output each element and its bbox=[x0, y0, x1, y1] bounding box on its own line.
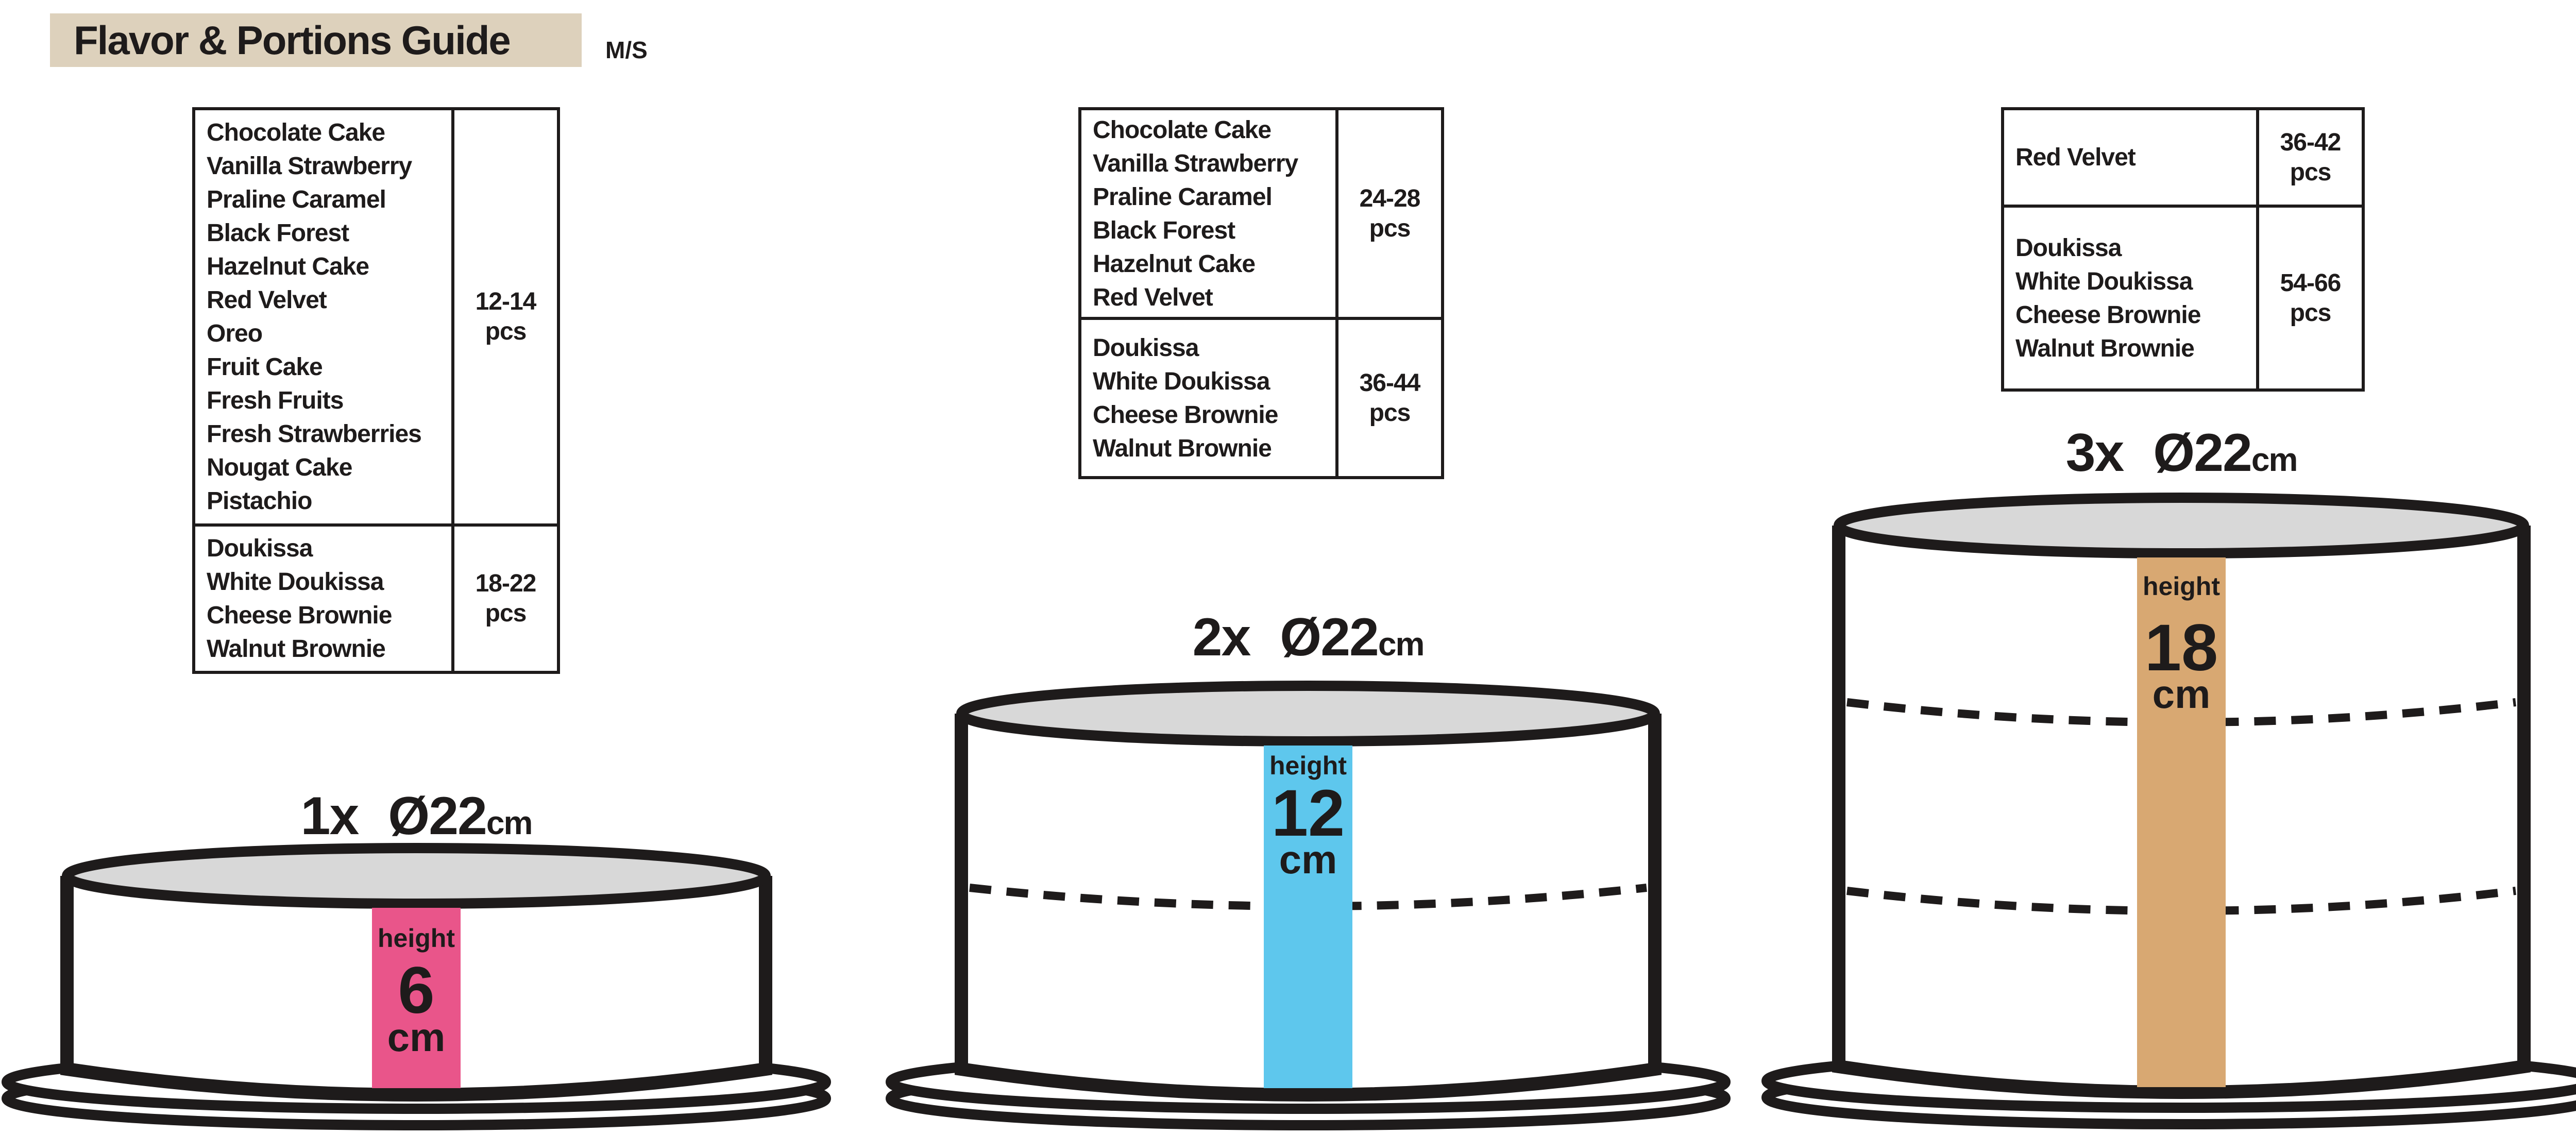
table-row: Chocolate Cake Vanilla Strawberry Praline … bbox=[1081, 110, 1441, 320]
cake-diameter-unit: cm bbox=[486, 804, 533, 841]
portions-cell: 18-22 pcs bbox=[454, 527, 557, 671]
height-value: 6 bbox=[398, 954, 434, 1027]
portions-unit: pcs bbox=[2290, 158, 2332, 186]
portions-unit: pcs bbox=[485, 318, 527, 345]
cake-2-diagram: height 12 cm bbox=[886, 681, 1731, 1130]
flavor-list: Doukissa White Doukissa Cheese Brownie Waln… bbox=[2004, 208, 2259, 388]
portions-unit: pcs bbox=[1369, 214, 1411, 242]
height-label: height bbox=[2143, 572, 2220, 601]
ms-label: M/S bbox=[605, 37, 648, 63]
height-bar bbox=[372, 908, 461, 1088]
portions-cell: 36-42 pcs bbox=[2259, 110, 2362, 205]
portions-unit: pcs bbox=[1369, 399, 1411, 427]
cake-diameter-unit: cm bbox=[2251, 441, 2298, 478]
portions-table-2x: Chocolate Cake Vanilla Strawberry Praline … bbox=[1078, 107, 1444, 479]
cake-top bbox=[1834, 493, 2529, 558]
table-row: Doukissa White Doukissa Cheese Brownie Waln… bbox=[195, 527, 557, 671]
flavor-list: Doukissa White Doukissa Cheese Brownie Waln… bbox=[1081, 320, 1338, 476]
portions-unit: pcs bbox=[2290, 299, 2332, 327]
table-row: Red Velvet 36-42 pcs bbox=[2004, 110, 2362, 208]
cake-3-diagram: height 18 cm bbox=[1761, 493, 2576, 1129]
height-unit: cm bbox=[1279, 837, 1337, 882]
cake-body-outline bbox=[60, 876, 772, 1102]
table-row: Chocolate Cake Vanilla Strawberry Praline … bbox=[195, 110, 557, 527]
height-unit: cm bbox=[387, 1014, 446, 1060]
cake-body-outline bbox=[955, 714, 1662, 1102]
portions-cell: 12-14 pcs bbox=[454, 110, 557, 523]
height-unit: cm bbox=[2153, 671, 2211, 717]
portions-table-3x: Red Velvet 36-42 pcs Doukissa White Douki… bbox=[2001, 107, 2365, 392]
cake-diameter: Ø22 bbox=[1280, 607, 1379, 667]
height-label: height bbox=[1269, 751, 1347, 780]
height-label: height bbox=[378, 924, 455, 953]
flavor-list: Doukissa White Doukissa Cheese Brownie Waln… bbox=[195, 527, 454, 671]
cake-1-size-label: 1x Ø22cm bbox=[159, 786, 674, 847]
portions-range: 36-44 bbox=[1359, 369, 1421, 397]
cake-diameter: Ø22 bbox=[2153, 423, 2252, 483]
portions-cell: 54-66 pcs bbox=[2259, 208, 2362, 388]
page-title: Flavor & Portions Guide bbox=[74, 17, 511, 63]
cake-count: 1x bbox=[300, 786, 360, 846]
portions-range: 18-22 bbox=[475, 570, 537, 597]
portions-range: 36-42 bbox=[2280, 128, 2342, 156]
cake-diameter: Ø22 bbox=[388, 786, 487, 846]
portions-range: 24-28 bbox=[1359, 184, 1421, 212]
height-value: 12 bbox=[1272, 776, 1345, 850]
flavor-list: Chocolate Cake Vanilla Strawberry Praline … bbox=[1081, 110, 1338, 317]
table-row: Doukissa White Doukissa Cheese Brownie Waln… bbox=[2004, 208, 2362, 388]
cake-3-size-label: 3x Ø22cm bbox=[1924, 422, 2439, 484]
cake-2-size-label: 2x Ø22cm bbox=[1050, 607, 1566, 668]
portions-cell: 36-44 pcs bbox=[1338, 320, 1441, 476]
cake-count: 2x bbox=[1192, 607, 1251, 667]
cake-1-diagram: height 6 cm bbox=[2, 843, 831, 1130]
title-banner: Flavor & Portions Guide bbox=[50, 13, 582, 67]
portions-unit: pcs bbox=[485, 600, 527, 627]
table-row: Doukissa White Doukissa Cheese Brownie Waln… bbox=[1081, 320, 1441, 476]
portions-range: 54-66 bbox=[2280, 269, 2342, 297]
portions-range: 12-14 bbox=[475, 288, 537, 315]
cake-top bbox=[956, 681, 1660, 747]
height-bar bbox=[2137, 557, 2226, 1087]
cake-body-outline bbox=[1832, 526, 2531, 1099]
cake-diameter-unit: cm bbox=[1378, 625, 1425, 663]
height-bar bbox=[1264, 746, 1352, 1088]
portions-cell: 24-28 pcs bbox=[1338, 110, 1441, 317]
flavor-list: Red Velvet bbox=[2004, 110, 2259, 205]
flavor-list: Chocolate Cake Vanilla Strawberry Praline … bbox=[195, 110, 454, 523]
cake-count: 3x bbox=[2065, 423, 2125, 483]
portions-table-1x: Chocolate Cake Vanilla Strawberry Praline … bbox=[192, 107, 560, 674]
cake-top bbox=[62, 843, 771, 909]
height-value: 18 bbox=[2145, 611, 2218, 685]
